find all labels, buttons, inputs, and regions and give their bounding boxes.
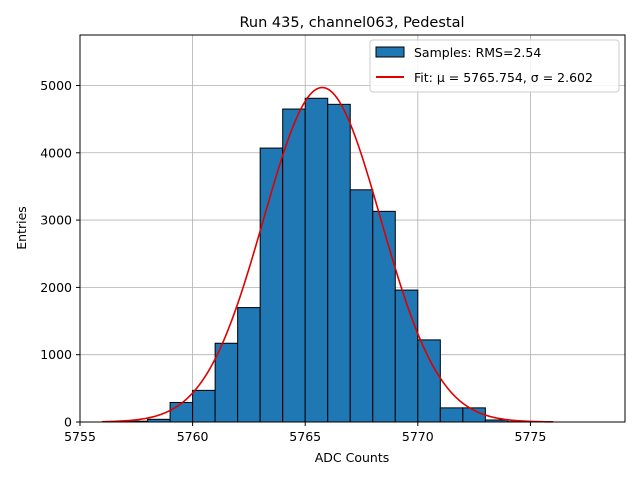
legend-samples-label: Samples: RMS=2.54 (414, 45, 541, 60)
y-tick-label: 1000 (40, 347, 72, 362)
y-tick-label: 3000 (40, 213, 72, 228)
x-tick-label: 5765 (289, 429, 321, 444)
histogram-bar (192, 389, 216, 423)
x-tick-label: 5770 (402, 429, 434, 444)
histogram-bar (304, 97, 329, 423)
histogram-bar (169, 401, 194, 423)
chart-title: Run 435, channel063, Pedestal (239, 15, 464, 31)
y-axis-label: Entries (14, 206, 29, 250)
histogram-bar (327, 103, 351, 423)
histogram-bar (372, 210, 396, 423)
histogram-bar (439, 407, 464, 423)
histogram-bars (102, 97, 554, 423)
x-tick-label: 5755 (64, 429, 96, 444)
histogram-bar (259, 147, 284, 423)
y-tick-label: 0 (64, 415, 72, 430)
histogram-bar (394, 289, 419, 423)
fit-curve-group (102, 86, 553, 423)
y-axis-ticks: 0 1000 2000 3000 4000 5000 (40, 78, 80, 430)
histogram-bar (417, 339, 441, 423)
y-tick-label: 5000 (40, 78, 72, 93)
y-tick-label: 4000 (40, 145, 72, 160)
x-tick-label: 5775 (515, 429, 547, 444)
x-axis-ticks: 5755 5760 5765 5770 5775 (64, 422, 546, 444)
x-axis-label: ADC Counts (315, 450, 390, 465)
histogram-bar (214, 342, 239, 423)
x-tick-label: 5760 (177, 429, 209, 444)
fit-curve (102, 86, 553, 423)
plot-frame (79, 34, 626, 423)
legend-box (369, 39, 620, 93)
legend-fit-label: Fit: μ = 5765.754, σ = 2.602 (414, 70, 593, 85)
histogram-bar (237, 307, 261, 423)
y-tick-label: 2000 (40, 280, 72, 295)
histogram-bar (282, 108, 306, 423)
histogram-bar (349, 189, 374, 423)
legend-samples-swatch (375, 46, 405, 58)
legend: Samples: RMS=2.54 Fit: μ = 5765.754, σ =… (369, 39, 620, 93)
